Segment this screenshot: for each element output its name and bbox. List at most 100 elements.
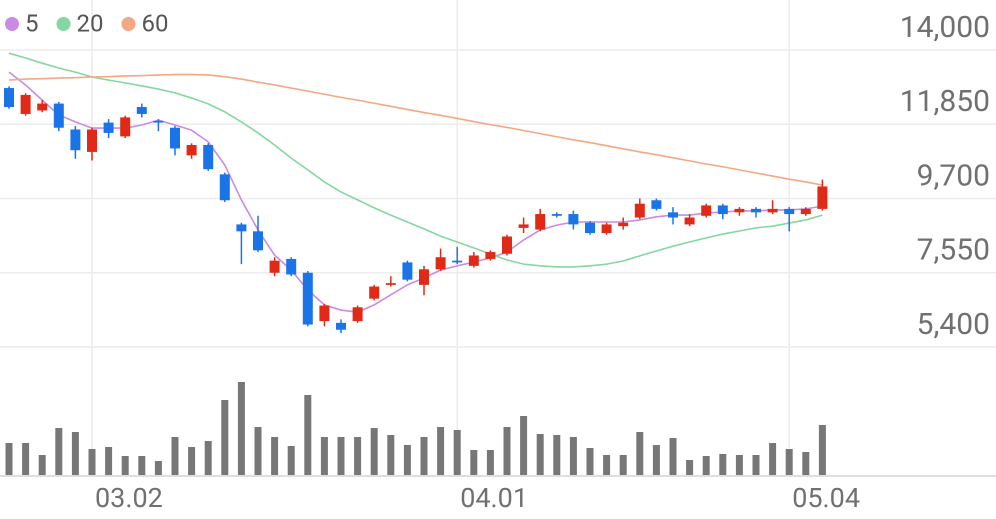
volume-bar [55, 428, 63, 475]
candle-body [37, 103, 48, 111]
volume-bar [437, 427, 445, 475]
candle-body [668, 212, 678, 218]
y-tick-label: 5,400 [917, 307, 990, 342]
candle-body [751, 208, 761, 213]
candle-body [219, 174, 230, 201]
candle-body [4, 88, 14, 108]
x-tick-label: 04.01 [460, 482, 528, 514]
volume-bar [354, 437, 362, 475]
volume-bar [5, 443, 13, 475]
volume-bar [486, 450, 494, 475]
candle-body [452, 260, 463, 263]
candle-body [800, 208, 811, 215]
candle-body [518, 224, 529, 228]
candle-body [817, 186, 828, 209]
volume-bar [686, 460, 694, 475]
candle-body [502, 236, 512, 254]
volume-bar [735, 455, 743, 475]
candle-body [468, 255, 479, 266]
candle-body [717, 205, 728, 215]
volume-bar [702, 456, 710, 475]
volume-bar [769, 443, 777, 475]
volume-bar [503, 427, 511, 475]
candle-body [302, 272, 313, 325]
candle-body [319, 305, 330, 322]
candle-body [53, 103, 64, 128]
volume-bar [22, 443, 30, 475]
candle-body [535, 214, 546, 230]
volume-bar [105, 447, 113, 475]
candle-body [352, 307, 363, 322]
moving-average-line [8, 71, 823, 313]
volume-bar [88, 449, 96, 475]
volume-bar [818, 425, 826, 475]
volume-bar [71, 432, 79, 475]
candle-body [767, 208, 778, 213]
volume-bar [520, 416, 528, 475]
candle-body [784, 208, 795, 215]
candle-body [618, 222, 629, 227]
volume-bar [536, 434, 544, 475]
candle-body [253, 231, 263, 251]
volume-bar [802, 452, 810, 475]
candle-body [402, 262, 413, 280]
candle-body [269, 260, 280, 273]
candle-body [170, 127, 180, 149]
candle-body [684, 217, 695, 225]
candle-body [701, 205, 712, 216]
candle-body [286, 258, 297, 275]
volume-bar [553, 435, 561, 475]
candle-body [103, 122, 114, 133]
legend-swatch [56, 17, 71, 31]
volume-bar [337, 437, 345, 475]
volume-bar [719, 454, 727, 475]
volume-bar [271, 437, 279, 475]
y-tick-label: 9,700 [917, 158, 990, 193]
volume-bar [619, 455, 627, 475]
candle-body [203, 145, 214, 170]
moving-average-line [8, 52, 823, 268]
volume-bar [387, 435, 395, 475]
candle-body [435, 257, 446, 270]
candle-body [87, 129, 97, 152]
candle-body [485, 252, 496, 259]
volume-bar [420, 437, 428, 475]
x-tick-label: 05.04 [792, 482, 860, 514]
volume-bar [254, 427, 262, 475]
y-tick-label: 14,000 [900, 10, 990, 45]
volume-bar [138, 456, 146, 475]
volume-bar [669, 438, 677, 475]
candle-body [136, 107, 147, 114]
candle-body [385, 283, 396, 285]
candle-body [568, 214, 579, 225]
volume-bar [586, 448, 594, 475]
volume-bar [370, 428, 378, 475]
volume-bar [287, 446, 295, 475]
x-tick-label: 03.02 [95, 482, 163, 514]
volume-bar [204, 441, 212, 475]
candle-body [70, 129, 81, 151]
candle-body [585, 222, 595, 234]
volume-bar [652, 445, 660, 475]
volume-bar [121, 456, 129, 475]
legend-swatch [121, 17, 136, 31]
volume-bar [453, 430, 461, 475]
volume-bar [752, 455, 760, 475]
volume-bar [221, 400, 229, 475]
volume-bar [785, 449, 793, 475]
volume-bar [636, 432, 644, 475]
volume-bar [237, 382, 245, 475]
candle-body [634, 203, 645, 218]
candle-body [186, 145, 197, 156]
volume-bar [603, 455, 611, 475]
candle-body [20, 94, 31, 114]
volume-bar [470, 450, 478, 475]
legend-label: 20 [77, 9, 104, 37]
candle-body [601, 224, 612, 234]
volume-bar [171, 437, 179, 475]
legend-label: 60 [141, 9, 168, 37]
candle-body [419, 269, 429, 285]
volume-bar [320, 437, 328, 475]
volume-bar [403, 445, 411, 475]
